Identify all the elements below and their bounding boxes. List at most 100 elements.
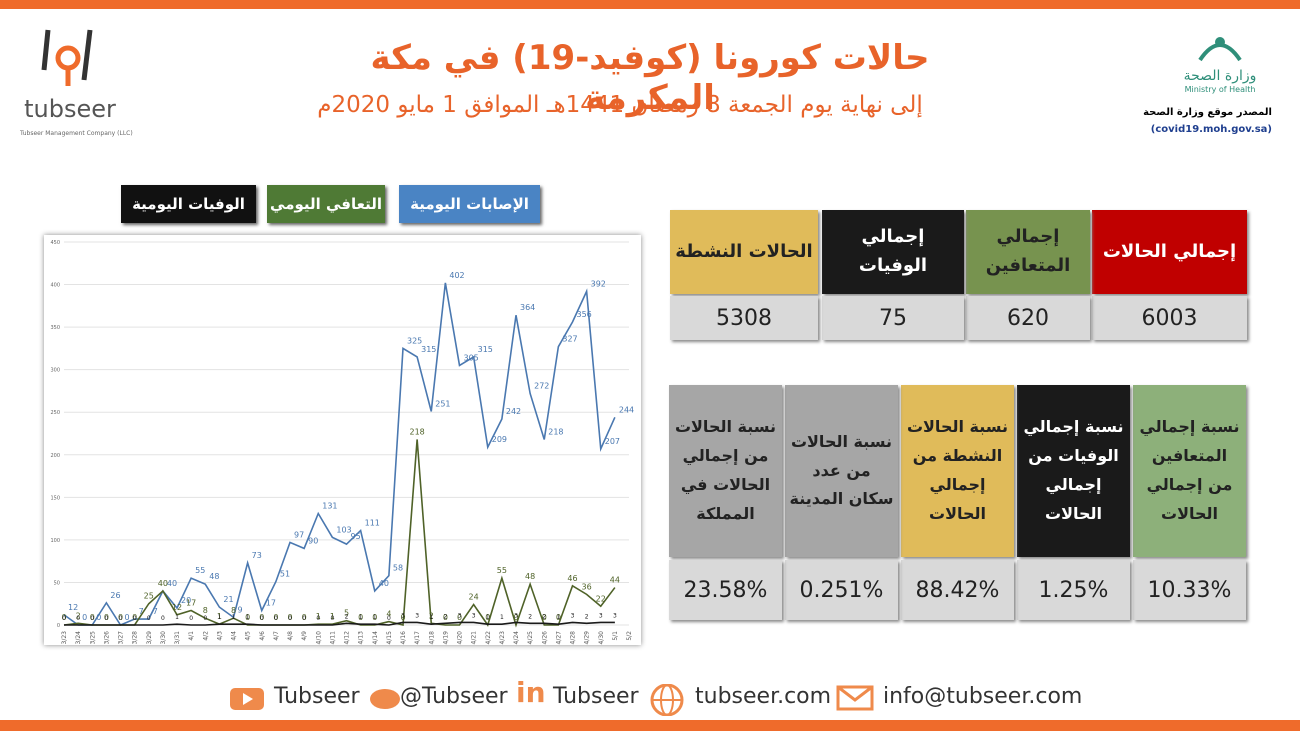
- x-tick-label: 4/23: [499, 631, 506, 645]
- ministry-ar: وزارة الصحة: [1183, 68, 1257, 84]
- data-label: 218: [409, 427, 424, 436]
- x-tick-label: 4/11: [329, 631, 336, 645]
- data-label: 46: [567, 574, 577, 583]
- x-tick-label: 3/26: [103, 631, 110, 645]
- subtitle: إلى نهاية يوم الجمعة 8 رمضان 1441هـ المو…: [317, 92, 923, 118]
- data-label: 103: [336, 525, 351, 534]
- data-label: 1: [500, 614, 504, 621]
- data-label: 272: [534, 381, 549, 390]
- data-label: 0: [330, 615, 334, 622]
- data-label: 2: [585, 613, 589, 620]
- data-label: 73: [252, 551, 262, 560]
- x-tick-label: 5/1: [612, 631, 619, 641]
- data-label: 305: [464, 353, 479, 362]
- x-tick-label: 4/3: [216, 631, 223, 641]
- x-tick-label: 3/27: [118, 631, 125, 645]
- data-label: 9: [238, 605, 243, 614]
- footer-icon: [836, 684, 874, 718]
- data-label: 0: [302, 615, 306, 622]
- x-tick-label: 4/28: [570, 631, 577, 645]
- data-label: 17: [186, 599, 196, 608]
- logo-sub: Tubseer Management Company (LLC): [20, 130, 133, 137]
- x-tick-label: 3/31: [174, 631, 181, 645]
- x-tick-label: 4/24: [513, 631, 520, 645]
- x-tick-label: 4/15: [386, 631, 393, 645]
- ratio-label: نسبة الحالات من عدد سكان المدينة: [785, 385, 898, 557]
- data-label: 0: [302, 613, 307, 622]
- data-label: 40: [167, 579, 177, 588]
- stat-label: إجمالي الحالات: [1092, 210, 1247, 294]
- data-label: 55: [497, 566, 507, 575]
- data-label: 12: [172, 603, 182, 612]
- data-label: 1: [246, 614, 250, 621]
- logo-icon: [38, 20, 98, 90]
- data-label: 95: [351, 532, 361, 541]
- ministry-logo: [1170, 30, 1270, 66]
- data-label: 0: [316, 615, 320, 622]
- data-label: 1: [316, 612, 321, 621]
- data-label: 111: [365, 519, 380, 528]
- data-label: 0: [125, 613, 130, 622]
- data-label: 0: [287, 613, 292, 622]
- stat-value: 75: [822, 296, 964, 340]
- data-label: 131: [322, 502, 337, 511]
- data-label: 2: [443, 613, 447, 620]
- data-label: 0: [133, 615, 137, 622]
- data-label: 2: [542, 613, 546, 620]
- x-tick-label: 4/17: [414, 631, 421, 645]
- ministry-en: Ministry of Health: [1184, 85, 1256, 94]
- data-label: 402: [449, 271, 464, 280]
- series-line: [64, 621, 615, 626]
- data-label: 1: [486, 614, 490, 621]
- data-label: 0: [542, 613, 547, 622]
- data-label: 0: [485, 613, 490, 622]
- data-label: 0: [457, 613, 462, 622]
- data-label: 0: [556, 613, 561, 622]
- data-label: 356: [577, 310, 592, 319]
- data-label: 0: [400, 613, 405, 622]
- data-label: 0: [288, 615, 292, 622]
- data-label: 0: [161, 615, 165, 622]
- ratio-value: 0.251%: [785, 560, 898, 620]
- x-tick-label: 4/14: [372, 631, 379, 645]
- data-label: 0: [443, 613, 448, 622]
- data-label: 327: [562, 335, 577, 344]
- ratio-value: 23.58%: [669, 560, 782, 620]
- x-tick-label: 4/5: [245, 631, 252, 641]
- top-bar: [0, 0, 1300, 9]
- x-tick-label: 5/2: [626, 631, 633, 641]
- footer-twitter: @Tubseer: [400, 684, 508, 709]
- ratio-label: نسبة الحالات من إجمالي الحالات في المملك…: [669, 385, 782, 557]
- stat-label: إجمالي الوفيات: [822, 210, 964, 294]
- data-label: 7: [153, 607, 158, 616]
- stat-value: 5308: [670, 296, 818, 340]
- legend-item: الإصابات اليومية: [399, 185, 540, 223]
- footer-icon: in: [516, 676, 546, 709]
- x-tick-label: 4/19: [442, 631, 449, 645]
- x-tick-label: 4/1: [188, 631, 195, 641]
- x-tick-label: 4/6: [259, 631, 266, 641]
- data-label: 0: [203, 615, 207, 622]
- x-tick-label: 4/10: [315, 631, 322, 645]
- data-label: 3: [401, 612, 405, 619]
- data-label: 315: [421, 345, 436, 354]
- data-label: 12: [68, 603, 78, 612]
- x-tick-label: 4/30: [598, 631, 605, 645]
- data-label: 21: [223, 595, 233, 604]
- stat-label: إجمالي المتعافين: [966, 210, 1090, 294]
- x-tick-label: 4/22: [485, 631, 492, 645]
- y-tick-label: 0: [57, 623, 60, 629]
- data-label: 20: [181, 596, 191, 605]
- data-label: 1: [373, 614, 377, 621]
- data-label: 0: [96, 613, 101, 622]
- y-tick-label: 450: [50, 240, 60, 246]
- data-label: 3: [571, 612, 575, 619]
- y-tick-label: 250: [50, 410, 60, 416]
- data-label: 1: [330, 612, 335, 621]
- data-label: 364: [520, 303, 535, 312]
- x-tick-label: 3/25: [89, 631, 96, 645]
- data-label: 1: [232, 614, 236, 621]
- x-tick-label: 4/9: [301, 631, 308, 641]
- data-label: 0: [259, 613, 264, 622]
